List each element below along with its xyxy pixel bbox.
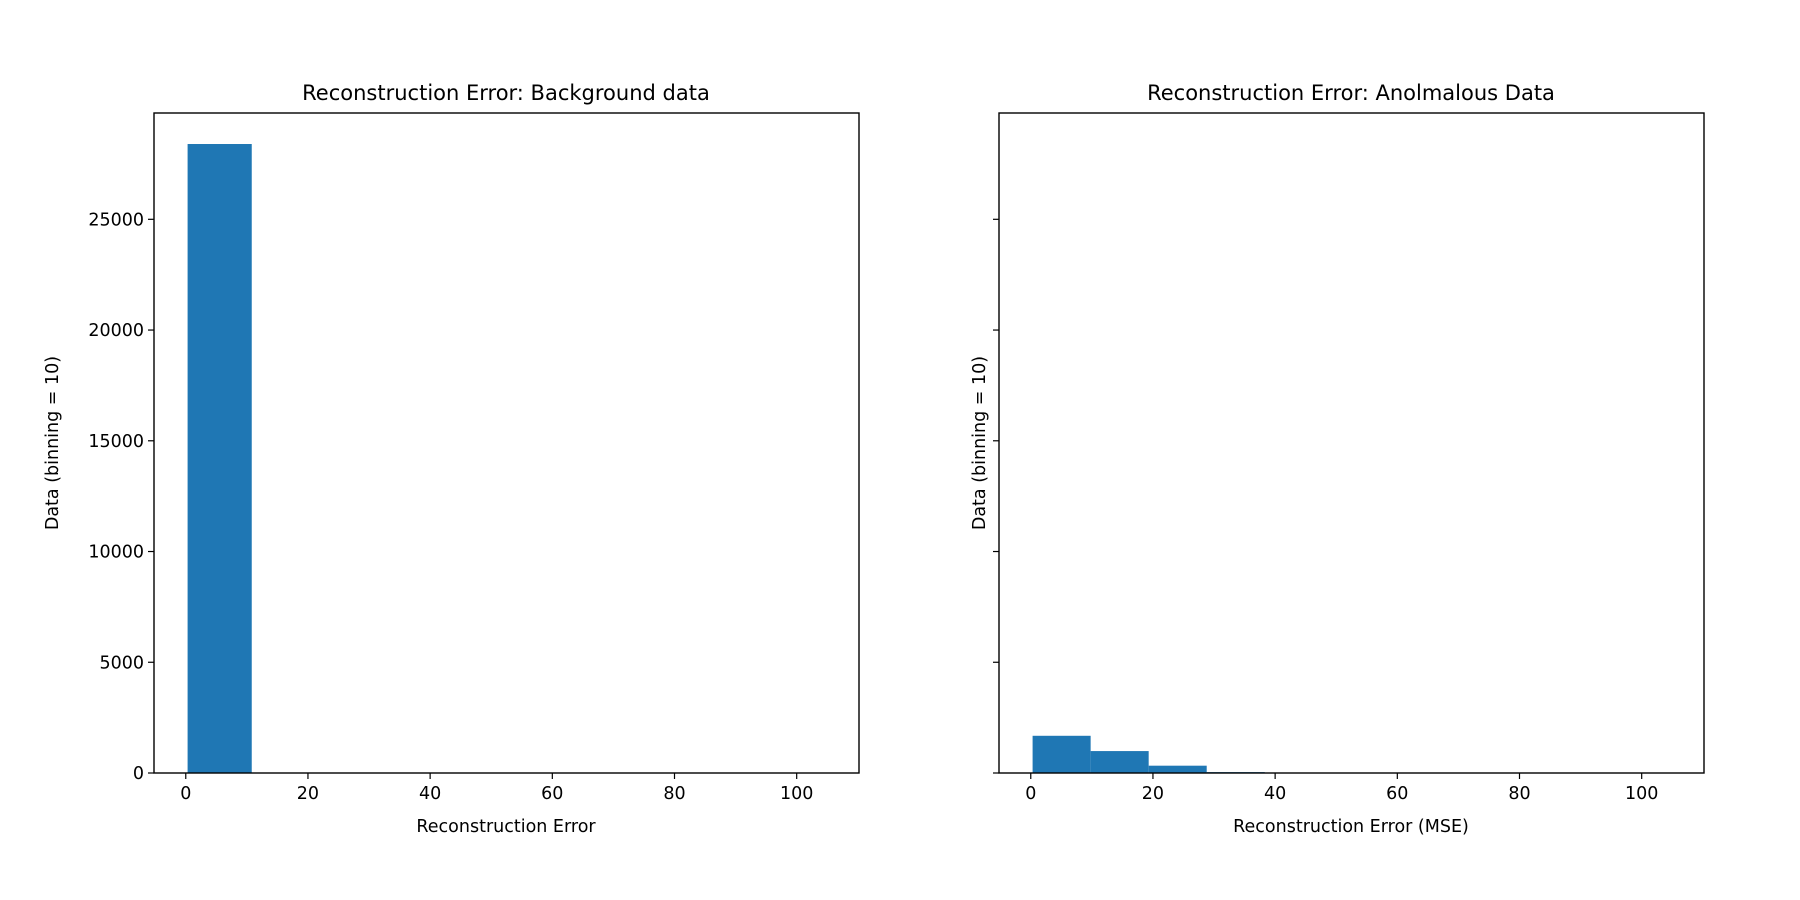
y-tick-label: 0 [133, 764, 144, 784]
x-tick-label: 80 [663, 784, 685, 804]
histogram-bar [187, 144, 252, 773]
histogram-bars [1032, 735, 1613, 773]
y-axis-ticks [993, 218, 999, 774]
y-tick-label: 10000 [88, 543, 144, 563]
y-axis-label: Data (binning = 10) [43, 356, 63, 530]
y-tick-label: 15000 [88, 432, 144, 452]
x-tick-label: 40 [1264, 784, 1286, 804]
x-tick-label: 100 [780, 784, 813, 804]
x-tick-label: 40 [419, 784, 441, 804]
x-tick-label: 0 [1025, 784, 1036, 804]
x-tick-label: 20 [1142, 784, 1164, 804]
plot-frame [153, 112, 860, 774]
x-tick-label: 0 [180, 784, 191, 804]
plot-frame [998, 112, 1705, 774]
histogram-bar [1032, 735, 1091, 773]
chart-title: Reconstruction Error: Anolmalous Data [1147, 81, 1555, 105]
chart-right: Reconstruction Error: Anolmalous Data Re… [970, 81, 1705, 837]
x-axis-label: Reconstruction Error (MSE) [1233, 817, 1469, 837]
x-tick-label: 100 [1625, 784, 1658, 804]
chart-left: Reconstruction Error: Background data Re… [43, 81, 860, 837]
x-axis-ticks: 0 20 40 60 80 100 [180, 773, 813, 804]
x-axis-label: Reconstruction Error [416, 817, 596, 837]
histogram-bars [187, 144, 252, 773]
y-axis-label: Data (binning = 10) [970, 356, 990, 530]
x-tick-label: 60 [541, 784, 563, 804]
histogram-bar [1090, 751, 1149, 773]
x-tick-label: 60 [1386, 784, 1408, 804]
y-tick-label: 5000 [99, 653, 144, 673]
y-tick-label: 25000 [88, 210, 144, 230]
x-tick-label: 80 [1508, 784, 1530, 804]
y-axis-ticks: 0 5000 10000 15000 20000 25000 [88, 210, 154, 784]
chart-title: Reconstruction Error: Background data [302, 81, 710, 105]
x-axis-ticks: 0 20 40 60 80 100 [1025, 773, 1658, 804]
histogram-bar [1148, 765, 1207, 773]
y-tick-label: 20000 [88, 321, 144, 341]
x-tick-label: 20 [297, 784, 319, 804]
